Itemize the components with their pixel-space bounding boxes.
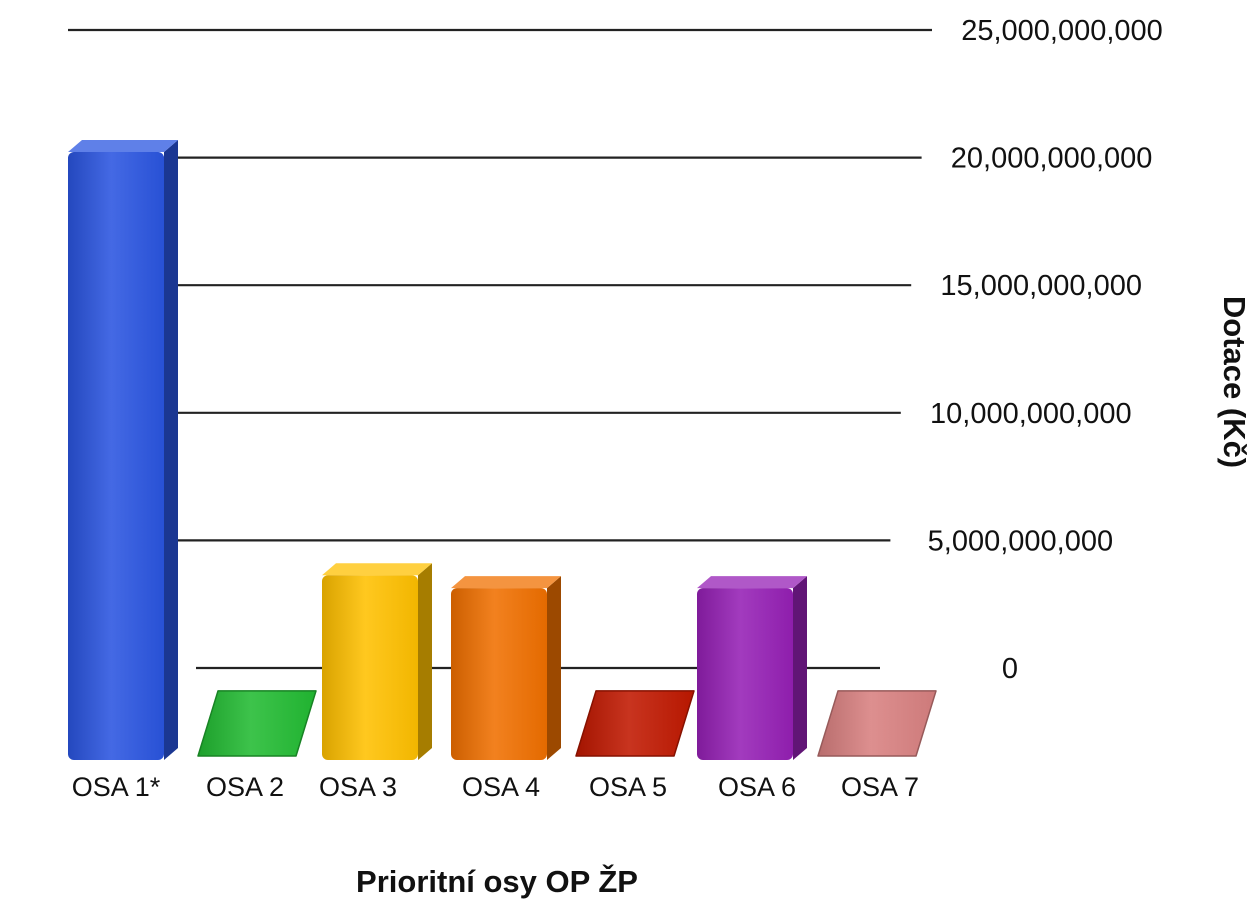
bar [817, 690, 937, 757]
bar-face [451, 588, 547, 760]
y-axis-ticks: 0 5,000,000,000 10,000,000,000 15,000,000,0… [928, 15, 1163, 685]
y-tick-label: 10,000,000,000 [930, 398, 1132, 430]
bar [451, 576, 561, 760]
x-tick-label: OSA 2 [206, 772, 284, 802]
gridlines [68, 28, 932, 670]
bar-face [322, 575, 418, 760]
y-tick-label: 5,000,000,000 [928, 525, 1113, 557]
bar-top [697, 576, 807, 589]
y-tick-label: 25,000,000,000 [961, 15, 1163, 47]
y-axis-title: Dotace (Kč) [1217, 296, 1252, 468]
bar [697, 576, 807, 760]
bars [68, 140, 937, 760]
bar-side [793, 576, 807, 760]
x-tick-label: OSA 4 [462, 772, 540, 802]
y-tick-label: 15,000,000,000 [940, 270, 1142, 302]
bar-face [197, 690, 317, 757]
x-tick-label: OSA 1* [72, 772, 161, 802]
x-tick-label: OSA 6 [718, 772, 796, 802]
y-tick-label: 0 [1002, 653, 1018, 685]
bar-side [418, 563, 432, 760]
bar-top [322, 563, 432, 576]
bar-top [68, 140, 178, 152]
bar-face [575, 690, 695, 757]
bar [322, 563, 432, 760]
x-axis-categories: OSA 1* OSA 2 OSA 3 OSA 4 OSA 5 OSA 6 OSA 7 [72, 772, 919, 802]
x-axis-title: Prioritní osy OP ŽP [356, 863, 638, 899]
bar [197, 690, 317, 757]
bar-side [164, 140, 178, 760]
bar [68, 140, 178, 760]
x-tick-label: OSA 3 [319, 772, 397, 802]
bar [575, 690, 695, 757]
x-tick-label: OSA 5 [589, 772, 667, 802]
y-tick-label: 20,000,000,000 [951, 143, 1153, 175]
bar-face [817, 690, 937, 757]
x-tick-label: OSA 7 [841, 772, 919, 802]
bar-face [697, 588, 793, 760]
bar-top [451, 576, 561, 589]
bar-side [547, 576, 561, 760]
bar-face [68, 152, 164, 760]
